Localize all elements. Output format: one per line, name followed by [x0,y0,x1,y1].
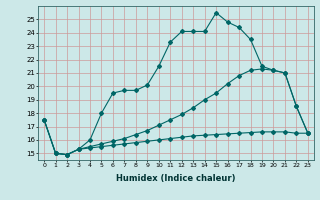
X-axis label: Humidex (Indice chaleur): Humidex (Indice chaleur) [116,174,236,183]
